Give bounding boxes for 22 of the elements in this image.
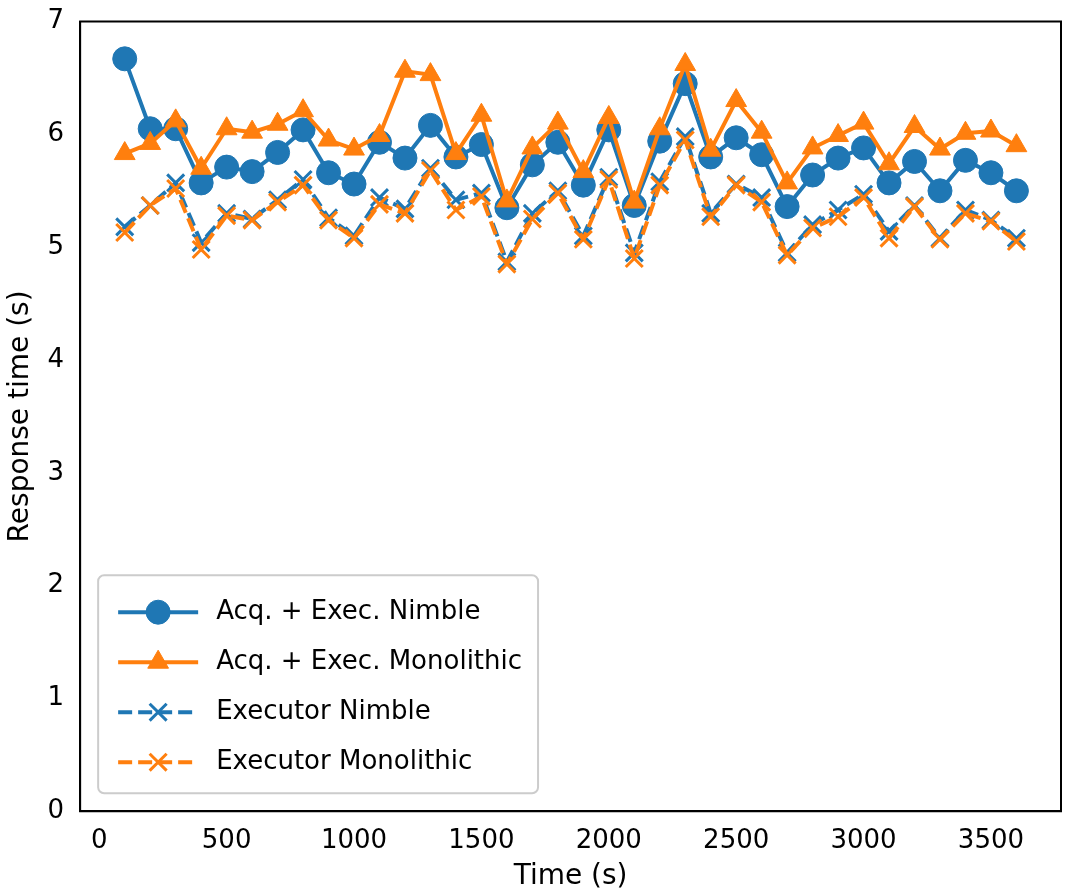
y-tick-label: 0 [47, 793, 65, 824]
x-tick-label: 500 [201, 823, 252, 854]
x-tick-label: 3000 [830, 823, 897, 854]
y-tick-label: 2 [47, 568, 65, 599]
x-tick-label: 1000 [320, 823, 388, 854]
y-axis-title: Response time (s) [2, 290, 36, 543]
y-tick-label: 3 [47, 455, 65, 486]
y-tick-label: 1 [47, 681, 65, 712]
legend-label: Acq. + Exec. Monolithic [216, 644, 523, 675]
x-axis-title: Time (s) [512, 858, 628, 892]
legend-label: Executor Monolithic [216, 744, 473, 775]
x-tick-label: 3500 [957, 823, 1025, 854]
x-tick-label: 2500 [703, 823, 770, 854]
y-tick-label: 5 [47, 229, 65, 260]
x-tick-label: 0 [90, 823, 108, 854]
y-tick-label: 4 [47, 342, 65, 373]
x-tick-label: 2000 [575, 823, 642, 854]
legend-label: Executor Nimble [216, 694, 431, 725]
y-tick-label: 6 [47, 117, 65, 148]
legend-label: Acq. + Exec. Nimble [216, 594, 481, 625]
y-tick-label: 7 [47, 4, 65, 35]
x-tick-label: 1500 [448, 823, 515, 854]
